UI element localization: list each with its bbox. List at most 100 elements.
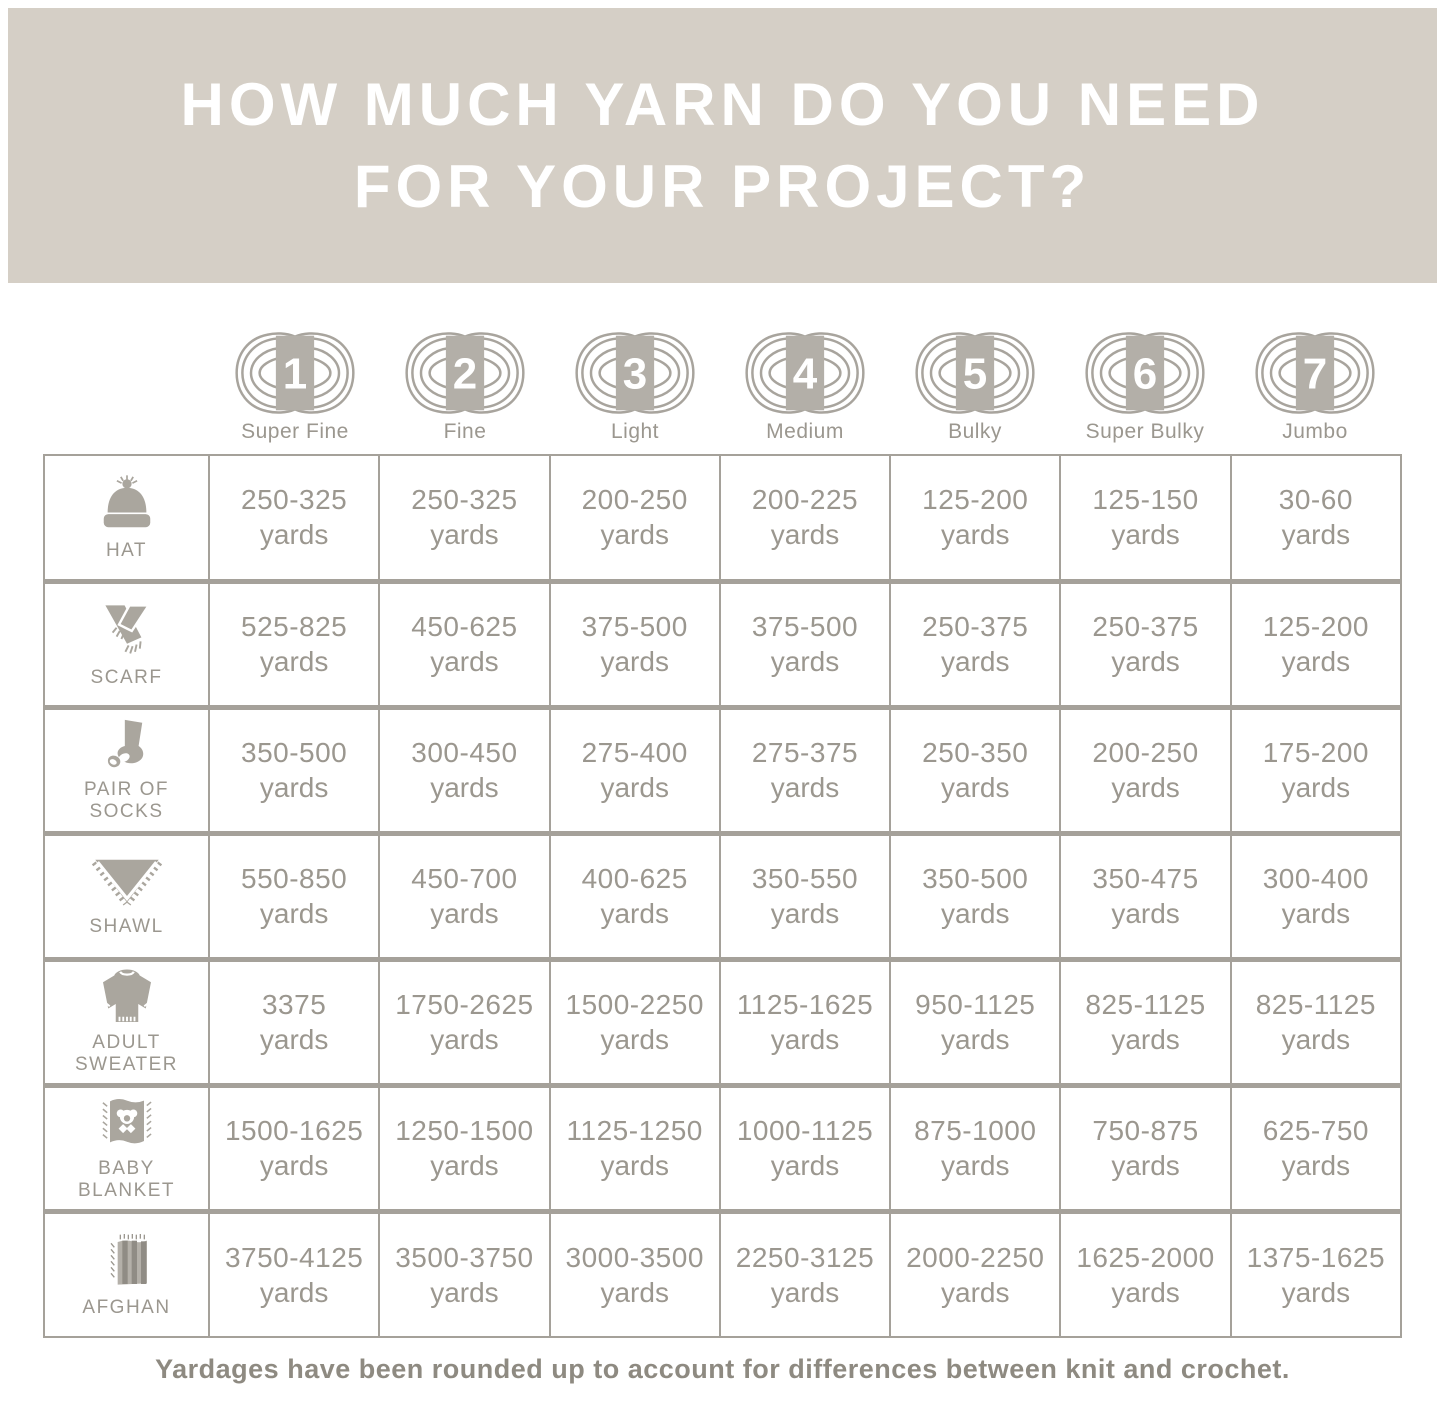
header-banner: HOW MUCH YARN DO YOU NEED FOR YOUR PROJE… bbox=[8, 8, 1437, 283]
yardage-cell: 250-325 yards bbox=[207, 454, 381, 582]
project-label: SHAWL bbox=[89, 915, 164, 937]
yardage-unit: yards bbox=[770, 519, 840, 551]
yardage-range: 300-450 bbox=[411, 737, 518, 768]
yardage-cell: 250-350 yards bbox=[889, 704, 1062, 834]
yardage-range: 1250-1500 bbox=[395, 1115, 534, 1146]
baby-blanket-icon bbox=[101, 1099, 152, 1144]
yardage-unit: yards bbox=[941, 1276, 1010, 1308]
yardage-range: 3000-3500 bbox=[565, 1241, 704, 1273]
project-row-socks: PAIR OF SOCKS 350-500 yards 300-450 yards … bbox=[43, 704, 1403, 834]
yardage-cell: 275-400 yards bbox=[548, 704, 721, 834]
yardage-range: 350-475 bbox=[1092, 863, 1199, 894]
yardage-unit: yards bbox=[1111, 1150, 1180, 1181]
yarn-skein-icon: 5 bbox=[915, 332, 1035, 414]
yardage-range: 250-375 bbox=[1092, 611, 1199, 642]
yardage-range: 1125-1250 bbox=[566, 1115, 703, 1146]
yardage-range: 875-1000 bbox=[914, 1115, 1037, 1146]
project-label: ADULT SWEATER bbox=[74, 1032, 179, 1075]
project-label: BABY BLANKET bbox=[77, 1158, 176, 1201]
yardage-unit: yards bbox=[259, 519, 329, 551]
yardage-range: 2250-3125 bbox=[735, 1241, 875, 1273]
yardage-cell: 1250-1500 yards bbox=[378, 1082, 551, 1212]
scarf-icon bbox=[104, 604, 151, 654]
yardage-range: 250-325 bbox=[241, 484, 348, 516]
yardage-cell: 250-325 yards bbox=[378, 454, 551, 582]
yardage-table: HAT 250-325 yards 250-325 yards 200-250 yar… bbox=[43, 454, 1403, 1338]
yardage-range: 825-1125 bbox=[1085, 989, 1206, 1020]
yardage-cell: 200-250 yards bbox=[1059, 704, 1232, 834]
yardage-unit: yards bbox=[1111, 772, 1180, 803]
yardage-unit: yards bbox=[941, 1024, 1010, 1055]
yardage-unit: yards bbox=[770, 646, 840, 677]
yardage-unit: yards bbox=[941, 772, 1010, 803]
yardage-range: 3375 bbox=[261, 989, 327, 1020]
yardage-cell: 1375-1625 yards bbox=[1229, 1208, 1403, 1338]
yardage-cell: 275-375 yards bbox=[718, 704, 892, 834]
yardage-cell: 1125-1625 yards bbox=[718, 956, 892, 1086]
yardage-range: 350-550 bbox=[751, 863, 859, 894]
sweater-icon bbox=[102, 969, 151, 1023]
svg-text:4: 4 bbox=[793, 349, 818, 398]
yarn-skein-icon: 7 bbox=[1255, 332, 1375, 414]
yardage-range: 525-825 bbox=[241, 611, 348, 642]
yardage-cell: 350-475 yards bbox=[1059, 830, 1232, 960]
project-row-baby-blanket: BABY BLANKET 1500-1625 yards 1250-1500 yar… bbox=[43, 1082, 1403, 1212]
svg-text:1: 1 bbox=[283, 349, 307, 398]
yardage-unit: yards bbox=[259, 646, 329, 677]
yardage-range: 275-375 bbox=[751, 737, 859, 768]
yardage-range: 450-625 bbox=[411, 611, 518, 642]
yardage-cell: 350-500 yards bbox=[889, 830, 1062, 960]
yardage-range: 1000-1125 bbox=[736, 1115, 874, 1146]
yardage-unit: yards bbox=[430, 646, 499, 677]
yarn-weights-header-row: 1 Super Fine 2 Fine 3 Light 4 Medium 5 bbox=[43, 329, 1402, 444]
yardage-unit: yards bbox=[430, 1024, 499, 1055]
yardage-cell: 400-625 yards bbox=[548, 830, 721, 960]
page-title-line-2: FOR YOUR PROJECT? bbox=[353, 152, 1092, 220]
yardage-range: 350-500 bbox=[922, 863, 1029, 894]
yardage-range: 300-400 bbox=[1262, 863, 1369, 894]
yardage-cell: 250-375 yards bbox=[889, 578, 1062, 708]
yardage-unit: yards bbox=[770, 1276, 840, 1308]
yardage-unit: yards bbox=[1281, 519, 1351, 551]
project-row-sweater: ADULT SWEATER 3375 yards 1750-2625 yards 1… bbox=[43, 956, 1403, 1086]
yardage-range: 1500-2250 bbox=[565, 989, 704, 1020]
yardage-cell: 175-200 yards bbox=[1229, 704, 1403, 834]
yardage-unit: yards bbox=[1281, 1150, 1351, 1181]
yardage-unit: yards bbox=[600, 519, 669, 551]
yardage-cell: 300-400 yards bbox=[1229, 830, 1403, 960]
yarn-skein-icon: 3 bbox=[575, 332, 695, 414]
shawl-icon bbox=[91, 859, 162, 906]
yardage-unit: yards bbox=[600, 1150, 669, 1181]
footer-note: Yardages have been rounded up to account… bbox=[155, 1354, 1290, 1384]
yardage-range: 200-225 bbox=[751, 484, 859, 516]
project-label: HAT bbox=[105, 540, 148, 562]
yardage-range: 30-60 bbox=[1278, 484, 1353, 516]
yardage-unit: yards bbox=[430, 519, 499, 551]
yardage-cell: 3375 yards bbox=[207, 956, 381, 1086]
yardage-range: 200-250 bbox=[581, 484, 688, 516]
yardage-cell: 300-450 yards bbox=[378, 704, 551, 834]
socks-icon bbox=[107, 720, 143, 768]
afghan-icon bbox=[109, 1233, 147, 1285]
yardage-range: 125-150 bbox=[1092, 484, 1199, 516]
yardage-unit: yards bbox=[941, 519, 1010, 551]
yarn-weight-6: 6 Super Bulky bbox=[1060, 329, 1230, 444]
project-row-scarf: SCARF 525-825 yards 450-625 yards 375-500 y… bbox=[43, 578, 1403, 708]
yardage-cell: 2000-2250 yards bbox=[889, 1208, 1062, 1338]
yardage-unit: yards bbox=[430, 898, 499, 929]
yardage-cell: 200-250 yards bbox=[548, 454, 721, 582]
yardage-unit: yards bbox=[1111, 1024, 1180, 1055]
yardage-range: 550-850 bbox=[241, 863, 348, 894]
yardage-cell: 1125-1250 yards bbox=[548, 1082, 721, 1212]
yarn-weight-label: Super Fine bbox=[241, 420, 349, 443]
yardage-unit: yards bbox=[600, 1024, 669, 1055]
yardage-range: 250-350 bbox=[922, 737, 1029, 768]
yardage-range: 250-325 bbox=[411, 484, 518, 516]
yardage-unit: yards bbox=[941, 1150, 1010, 1181]
yardage-unit: yards bbox=[1281, 898, 1351, 929]
svg-text:7: 7 bbox=[1303, 349, 1327, 398]
yardage-unit: yards bbox=[600, 772, 669, 803]
yardage-cell: 550-850 yards bbox=[207, 830, 381, 960]
yardage-range: 1750-2625 bbox=[395, 989, 534, 1020]
yardage-range: 750-875 bbox=[1092, 1115, 1199, 1146]
